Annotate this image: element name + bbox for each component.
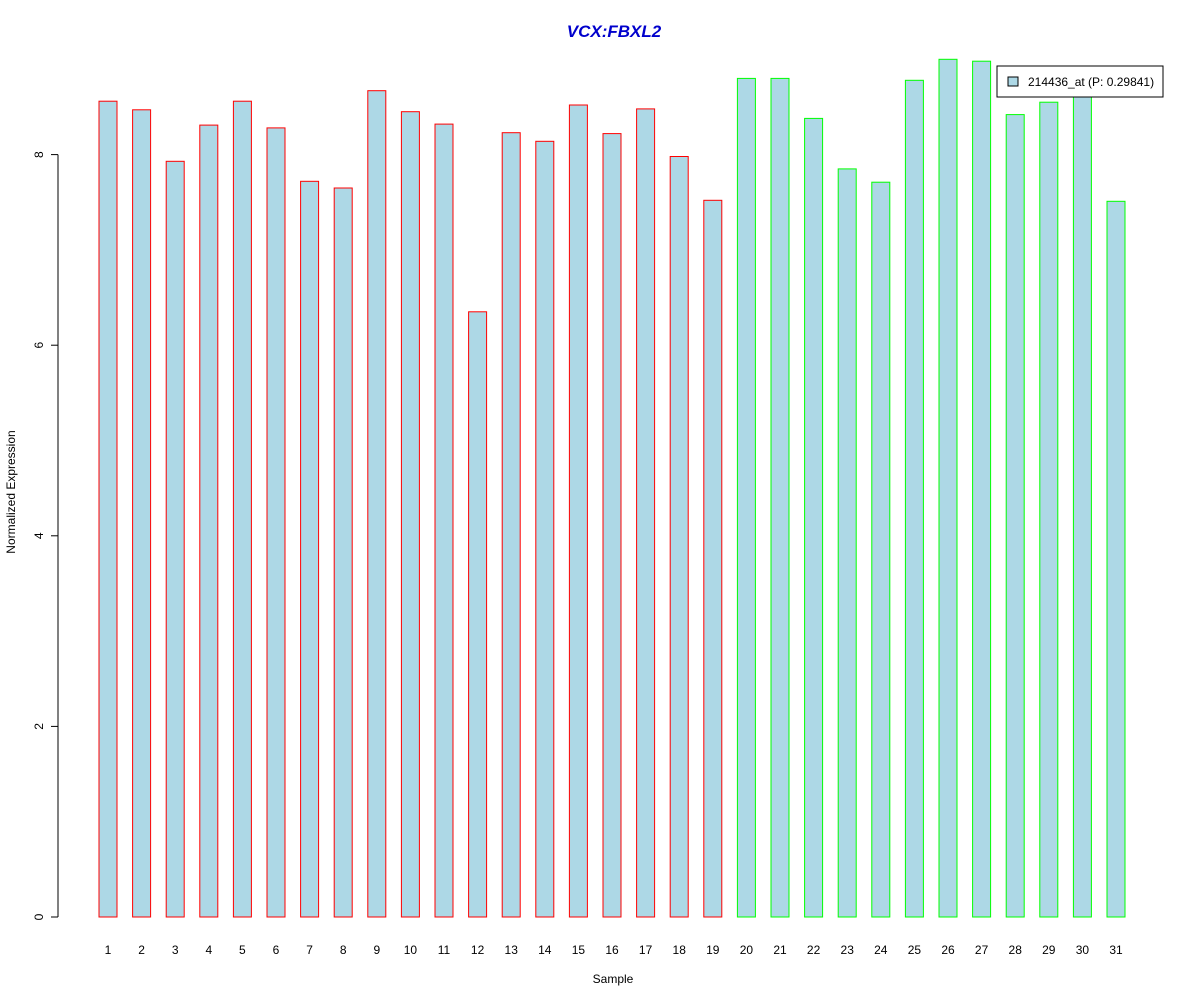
x-tick-label: 9 bbox=[373, 943, 380, 957]
x-tick-labels: 1 2 3 4 5 6 7 8 9 10 11 12 13 14 15 16 17 18 19 20 21 22 23 24 2… bbox=[105, 943, 1123, 957]
legend: 214436_at (P: 0.29841) bbox=[996, 65, 1164, 98]
x-tick-label: 12 bbox=[471, 943, 485, 957]
bar-sample-15 bbox=[568, 104, 588, 918]
bar-sample-28 bbox=[1005, 114, 1025, 918]
y-tick-label: 8 bbox=[32, 151, 46, 158]
bar-sample-29 bbox=[1039, 101, 1059, 918]
x-tick-label: 28 bbox=[1009, 943, 1023, 957]
bar-sample-14 bbox=[535, 140, 555, 918]
bar-sample-13 bbox=[501, 132, 521, 918]
bar-sample-21 bbox=[770, 77, 790, 918]
bar-sample-18 bbox=[669, 156, 689, 918]
x-tick-label: 26 bbox=[941, 943, 955, 957]
x-tick-label: 29 bbox=[1042, 943, 1056, 957]
x-tick-label: 6 bbox=[273, 943, 280, 957]
x-tick-label: 21 bbox=[773, 943, 787, 957]
bar-sample-5 bbox=[232, 100, 252, 918]
x-tick-label: 17 bbox=[639, 943, 653, 957]
x-tick-label: 7 bbox=[306, 943, 313, 957]
bars-group bbox=[98, 58, 1126, 918]
x-tick-label: 27 bbox=[975, 943, 989, 957]
y-axis: 0 2 4 6 8 bbox=[32, 151, 59, 920]
bar-sample-9 bbox=[367, 90, 387, 918]
x-tick-label: 1 bbox=[105, 943, 112, 957]
bar-sample-3 bbox=[165, 160, 185, 918]
y-tick-label: 6 bbox=[32, 342, 46, 349]
bar-sample-24 bbox=[871, 181, 891, 918]
x-tick-label: 10 bbox=[404, 943, 418, 957]
y-tick-label: 0 bbox=[32, 913, 46, 920]
bar-sample-22 bbox=[804, 117, 824, 918]
bar-sample-10 bbox=[400, 111, 420, 918]
bar-sample-26 bbox=[938, 58, 958, 918]
bar-sample-23 bbox=[837, 168, 857, 918]
legend-swatch bbox=[1007, 76, 1019, 87]
x-tick-label: 25 bbox=[908, 943, 922, 957]
bar-sample-4 bbox=[199, 124, 219, 918]
x-tick-label: 15 bbox=[572, 943, 586, 957]
legend-label: 214436_at (P: 0.29841) bbox=[1028, 75, 1154, 89]
bar-sample-11 bbox=[434, 123, 454, 918]
legend-box bbox=[996, 65, 1164, 98]
bar-sample-25 bbox=[904, 79, 924, 918]
chart-title: VCX:FBXL2 bbox=[567, 22, 662, 41]
x-tick-label: 3 bbox=[172, 943, 179, 957]
x-tick-label: 22 bbox=[807, 943, 821, 957]
bar-sample-6 bbox=[266, 127, 286, 918]
x-tick-label: 30 bbox=[1076, 943, 1090, 957]
bar-sample-1 bbox=[98, 100, 118, 918]
y-axis-label: Normalized Expression bbox=[4, 430, 18, 553]
x-tick-label: 4 bbox=[205, 943, 212, 957]
bar-sample-27 bbox=[972, 60, 992, 918]
bar-sample-8 bbox=[333, 187, 353, 918]
x-tick-label: 31 bbox=[1109, 943, 1123, 957]
x-tick-label: 20 bbox=[740, 943, 754, 957]
x-tick-label: 19 bbox=[706, 943, 720, 957]
y-tick-label: 2 bbox=[32, 723, 46, 730]
bar-sample-17 bbox=[636, 108, 656, 918]
bar-sample-2 bbox=[132, 109, 152, 918]
x-tick-label: 13 bbox=[505, 943, 519, 957]
bar-sample-30 bbox=[1072, 95, 1092, 918]
y-tick-label: 4 bbox=[32, 532, 46, 539]
bar-sample-16 bbox=[602, 133, 622, 918]
x-tick-label: 5 bbox=[239, 943, 246, 957]
x-tick-label: 24 bbox=[874, 943, 888, 957]
bar-sample-20 bbox=[736, 77, 756, 918]
bar-sample-12 bbox=[468, 311, 488, 918]
x-tick-label: 2 bbox=[138, 943, 145, 957]
bar-sample-31 bbox=[1106, 200, 1126, 918]
bar-sample-19 bbox=[703, 199, 723, 918]
bar-sample-7 bbox=[300, 180, 320, 918]
x-tick-label: 23 bbox=[841, 943, 855, 957]
x-tick-label: 18 bbox=[673, 943, 687, 957]
x-tick-label: 14 bbox=[538, 943, 552, 957]
x-tick-label: 11 bbox=[438, 943, 451, 957]
x-tick-label: 16 bbox=[605, 943, 619, 957]
x-axis-label: Sample bbox=[593, 972, 634, 986]
x-tick-label: 8 bbox=[340, 943, 347, 957]
